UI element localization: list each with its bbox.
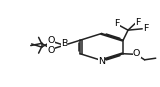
Text: F: F <box>144 24 149 33</box>
Text: O: O <box>48 46 55 55</box>
Text: B: B <box>61 39 67 48</box>
Text: N: N <box>98 57 105 66</box>
Text: F: F <box>135 18 140 27</box>
Text: O: O <box>48 36 55 45</box>
Text: O: O <box>133 49 140 58</box>
Text: F: F <box>114 19 120 28</box>
